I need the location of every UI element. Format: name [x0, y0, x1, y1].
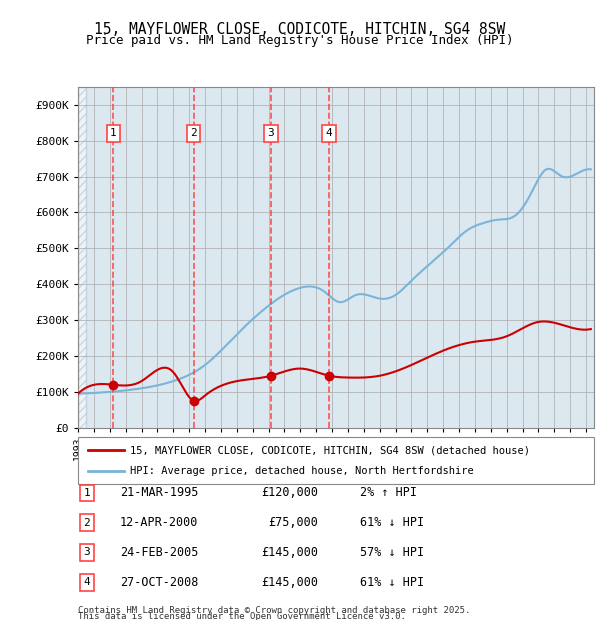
Text: 15, MAYFLOWER CLOSE, CODICOTE, HITCHIN, SG4 8SW (detached house): 15, MAYFLOWER CLOSE, CODICOTE, HITCHIN, …: [130, 445, 530, 455]
Text: HPI: Average price, detached house, North Hertfordshire: HPI: Average price, detached house, Nort…: [130, 466, 473, 476]
Text: 21-MAR-1995: 21-MAR-1995: [120, 487, 199, 499]
Text: 15, MAYFLOWER CLOSE, CODICOTE, HITCHIN, SG4 8SW: 15, MAYFLOWER CLOSE, CODICOTE, HITCHIN, …: [94, 22, 506, 37]
Text: Price paid vs. HM Land Registry's House Price Index (HPI): Price paid vs. HM Land Registry's House …: [86, 34, 514, 47]
Text: £120,000: £120,000: [261, 487, 318, 499]
Text: 1: 1: [83, 488, 91, 498]
Text: 61% ↓ HPI: 61% ↓ HPI: [360, 576, 424, 588]
Text: 2: 2: [83, 518, 91, 528]
Text: £145,000: £145,000: [261, 576, 318, 588]
Text: 1: 1: [110, 128, 116, 138]
FancyBboxPatch shape: [78, 437, 594, 484]
Text: 4: 4: [326, 128, 332, 138]
Bar: [78, 87, 86, 428]
Text: 2% ↑ HPI: 2% ↑ HPI: [360, 487, 417, 499]
Text: Contains HM Land Registry data © Crown copyright and database right 2025.: Contains HM Land Registry data © Crown c…: [78, 606, 470, 615]
Text: 3: 3: [268, 128, 274, 138]
Text: £75,000: £75,000: [268, 516, 318, 529]
Text: 4: 4: [83, 577, 91, 587]
Text: 57% ↓ HPI: 57% ↓ HPI: [360, 546, 424, 559]
Text: 24-FEB-2005: 24-FEB-2005: [120, 546, 199, 559]
Text: £145,000: £145,000: [261, 546, 318, 559]
Text: 3: 3: [83, 547, 91, 557]
Text: 61% ↓ HPI: 61% ↓ HPI: [360, 516, 424, 529]
Text: 27-OCT-2008: 27-OCT-2008: [120, 576, 199, 588]
Text: 12-APR-2000: 12-APR-2000: [120, 516, 199, 529]
Text: 2: 2: [190, 128, 197, 138]
Text: This data is licensed under the Open Government Licence v3.0.: This data is licensed under the Open Gov…: [78, 612, 406, 620]
